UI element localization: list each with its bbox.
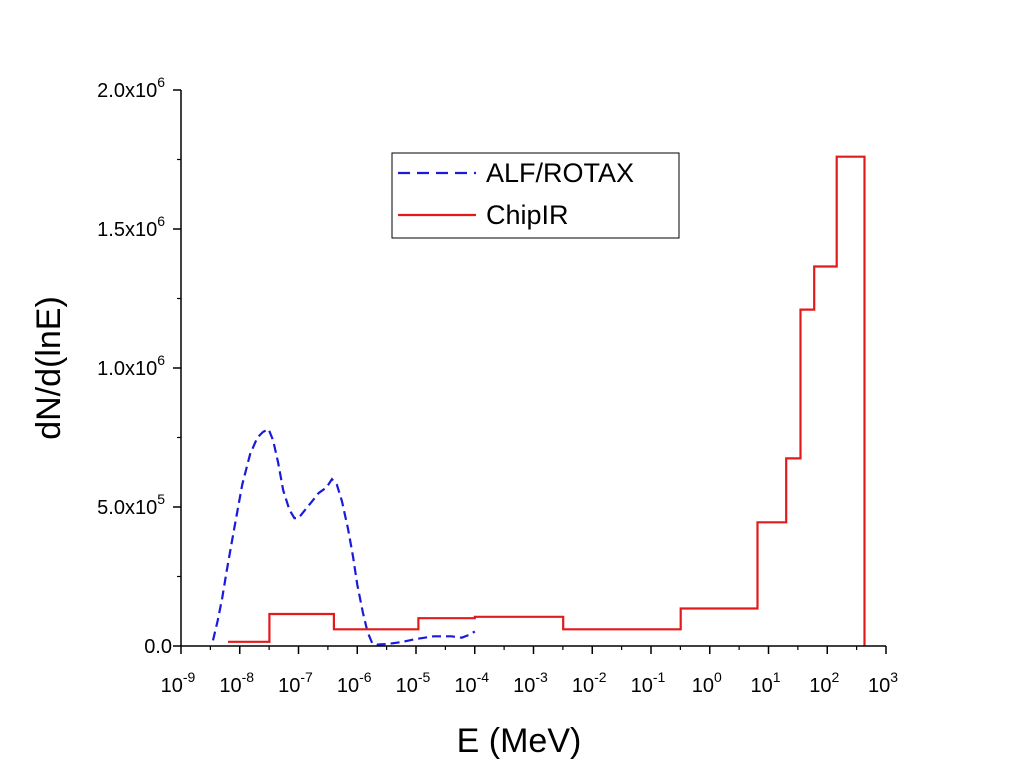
series-line-alf-rotax [211, 427, 476, 646]
x-tick-label: 103 [868, 669, 898, 697]
y-tick-label: 0.0 [144, 636, 172, 658]
legend-label: ChipIR [486, 200, 569, 230]
legend-box [391, 152, 680, 239]
x-tick-label: 10-9 [161, 669, 196, 697]
axes: 10-9 10-8 10-7 10-6 10-5 10-4 10-3 10-2 10-1 100 1… [97, 74, 898, 697]
x-tick-label: 10-3 [513, 669, 548, 697]
plot-area [211, 155, 866, 646]
x-tick-label: 10-2 [572, 669, 607, 697]
y-tick-label: 1.0x106 [97, 352, 165, 380]
y-axis-title: dN/d(lnE) [30, 296, 68, 440]
x-axis-title: E (MeV) [457, 722, 582, 760]
x-tick-label: 102 [809, 669, 839, 697]
x-tick-label: 10-5 [396, 669, 431, 697]
x-tick-label: 101 [750, 669, 780, 697]
x-tick-label: 100 [692, 669, 722, 697]
x-tick-label: 10-1 [631, 669, 666, 697]
x-tick-label: 10-6 [337, 669, 372, 697]
series-line-chipir [228, 155, 866, 646]
legend: ALF/ROTAX ChipIR [391, 152, 680, 239]
y-tick-label: 1.5x106 [97, 213, 165, 241]
y-tick-label: 2.0x106 [97, 74, 165, 102]
x-tick-label: 10-7 [278, 669, 313, 697]
x-tick-label: 10-8 [219, 669, 254, 697]
x-tick-label: 10-4 [454, 669, 489, 697]
y-tick-label: 5.0x105 [97, 491, 165, 519]
legend-label: ALF/ROTAX [486, 158, 634, 188]
